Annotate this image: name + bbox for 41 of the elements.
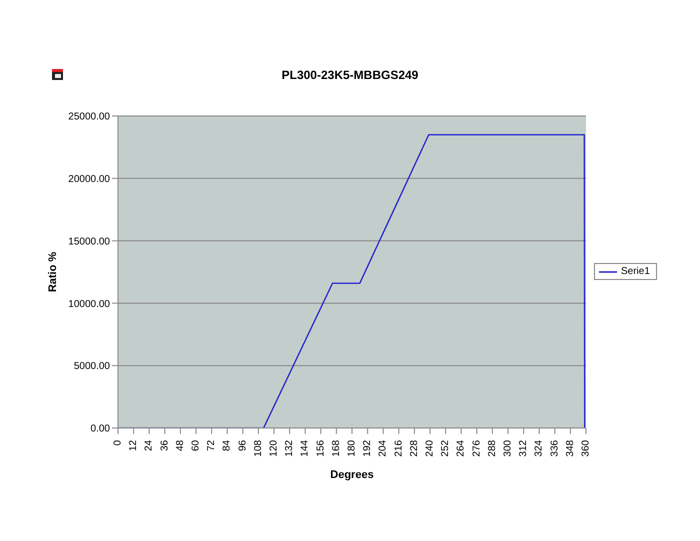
y-tick-label: 25000.00 — [68, 112, 110, 123]
x-tick-label: 36 — [159, 440, 170, 452]
y-axis-title: Ratio % — [46, 252, 59, 292]
legend-label: Serie1 — [621, 266, 650, 277]
x-tick-label: 348 — [564, 440, 576, 457]
x-tick-label: 276 — [471, 440, 482, 457]
x-tick-label: 264 — [456, 440, 467, 457]
x-tick-label: 156 — [315, 440, 326, 457]
y-tick-label: 0.00 — [90, 424, 110, 435]
chart-title: PL300-23K5-MBBGS249 — [280, 68, 420, 82]
y-tick-label: 5000.00 — [74, 361, 110, 372]
x-tick-label: 168 — [330, 440, 342, 457]
x-tick-label: 144 — [300, 440, 311, 457]
x-tick-label: 324 — [534, 440, 545, 457]
x-tick-label: 0 — [112, 440, 124, 446]
x-tick-label: 240 — [424, 440, 436, 457]
y-tick-label: 20000.00 — [68, 174, 110, 185]
x-tick-label: 288 — [486, 440, 498, 457]
x-tick-label: 120 — [268, 440, 280, 457]
x-tick-label: 84 — [222, 440, 233, 452]
x-tick-label: 216 — [393, 440, 404, 457]
x-tick-label: 228 — [408, 440, 420, 457]
x-tick-label: 180 — [346, 440, 358, 457]
x-tick-label: 24 — [144, 440, 155, 452]
x-tick-label: 60 — [190, 440, 202, 452]
x-tick-label: 300 — [502, 440, 514, 457]
x-tick-label: 252 — [440, 440, 452, 457]
y-tick-label: 15000.00 — [68, 236, 110, 248]
x-tick-label: 48 — [174, 440, 186, 452]
x-tick-label: 72 — [206, 440, 218, 452]
x-tick-label: 132 — [284, 440, 296, 457]
x-tick-label: 96 — [237, 440, 248, 452]
x-tick-label: 312 — [518, 440, 530, 457]
y-tick-label: 10000.00 — [68, 298, 110, 310]
x-tick-label: 108 — [252, 440, 264, 457]
x-tick-label: 360 — [580, 440, 592, 457]
x-tick-label: 204 — [378, 440, 389, 457]
x-axis-title: Degrees — [330, 469, 374, 481]
x-tick-label: 12 — [128, 440, 140, 452]
x-tick-label: 192 — [362, 440, 374, 457]
x-tick-label: 336 — [549, 440, 560, 457]
